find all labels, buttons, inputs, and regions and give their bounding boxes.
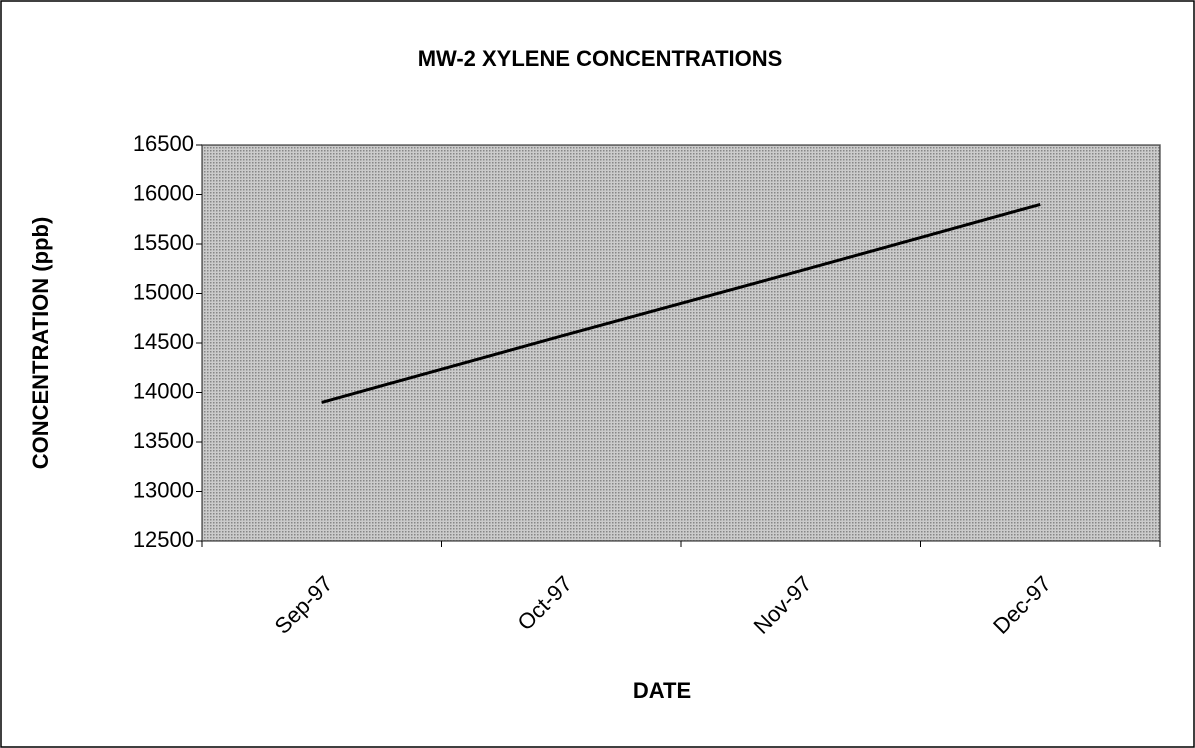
line-series <box>321 202 1041 404</box>
plot-texture <box>201 144 1161 542</box>
y-tick-label: 15500 <box>133 230 194 255</box>
y-tick-label: 13500 <box>133 428 194 453</box>
y-tick-label: 13000 <box>133 477 194 502</box>
y-tick-label: 16000 <box>133 180 194 205</box>
y-tick-label: 15000 <box>133 279 194 304</box>
chart-title: MW-2 XYLENE CONCENTRATIONS <box>418 46 783 71</box>
x-axis-label: DATE <box>633 678 691 703</box>
y-tick-label: 14000 <box>133 378 194 403</box>
y-tick-label: 12500 <box>133 527 194 552</box>
y-tick-label: 16500 <box>133 131 194 156</box>
y-tick-label: 14500 <box>133 329 194 354</box>
y-axis-label: CONCENTRATION (ppb) <box>28 217 53 470</box>
